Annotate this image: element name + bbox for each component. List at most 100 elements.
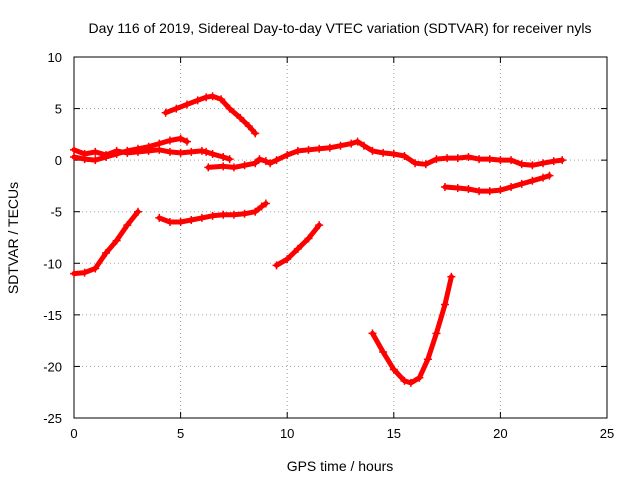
data-point — [225, 155, 234, 164]
data-point — [440, 300, 449, 309]
data-point — [257, 202, 266, 211]
data-point — [558, 156, 567, 165]
data-point — [229, 210, 238, 219]
data-point — [101, 153, 110, 162]
data-point — [432, 329, 441, 338]
y-axis-label: SDTVAR / TECUs — [5, 182, 21, 294]
data-point — [80, 155, 89, 164]
y-tick-label: 5 — [55, 102, 62, 117]
plot-frame — [73, 56, 608, 419]
data-point — [197, 146, 206, 155]
data-point — [272, 156, 281, 165]
data-point — [165, 136, 174, 145]
data-point — [219, 153, 228, 162]
data-point — [182, 100, 191, 109]
y-tick-label: 10 — [48, 50, 62, 65]
data-point — [528, 176, 537, 185]
data-point — [161, 108, 170, 117]
series-track-4 — [163, 93, 258, 136]
series-track-9 — [442, 173, 552, 194]
y-tick-label: -5 — [50, 205, 62, 220]
data-point — [193, 96, 202, 105]
data-point — [485, 155, 494, 164]
x-tick-label: 25 — [600, 426, 614, 441]
data-point — [400, 152, 409, 161]
data-point — [496, 156, 505, 165]
data-point — [464, 185, 473, 194]
data-point — [219, 210, 228, 219]
data-point — [70, 269, 78, 278]
data-point — [336, 141, 345, 150]
data-point — [251, 207, 260, 216]
data-point — [70, 153, 78, 162]
data-point — [240, 209, 249, 218]
series-track-3 — [205, 139, 565, 170]
data-point — [165, 147, 174, 156]
y-tick-label: -10 — [43, 256, 62, 271]
data-point — [133, 207, 142, 216]
data-point — [453, 154, 462, 163]
data-point — [112, 149, 121, 158]
data-point — [421, 160, 430, 169]
y-tick-label: -25 — [43, 411, 62, 426]
x-tick-label: 20 — [493, 426, 507, 441]
data-point — [217, 95, 226, 104]
data-point — [304, 234, 313, 243]
data-point — [266, 159, 275, 168]
axis-ticks: 0 5 10 15 20 25 -25 -20 -15 -10 -5 0 5 10 — [43, 50, 614, 441]
data-point — [261, 199, 270, 208]
data-point — [197, 213, 206, 222]
data-point — [485, 187, 494, 196]
y-tick-label: -20 — [43, 359, 62, 374]
data-point — [379, 347, 388, 356]
data-point — [368, 146, 377, 155]
data-point — [123, 146, 132, 155]
data-point — [528, 161, 537, 170]
grid-lines — [74, 57, 607, 418]
chart-title: Day 116 of 2019, Sidereal Day-to-day VTE… — [89, 20, 592, 36]
data-point — [379, 148, 388, 157]
data-point — [315, 144, 324, 153]
data-point — [261, 157, 270, 166]
data-point — [133, 144, 142, 153]
data-point — [91, 147, 100, 156]
data-point — [176, 218, 185, 227]
data-point — [208, 92, 217, 101]
data-point — [155, 213, 164, 222]
data-point — [447, 272, 456, 281]
data-point — [507, 182, 516, 191]
data-point — [80, 268, 89, 277]
x-tick-label: 5 — [177, 426, 184, 441]
y-tick-label: -15 — [43, 308, 62, 323]
data-point — [453, 183, 462, 192]
data-point — [251, 159, 260, 168]
data-point — [70, 145, 78, 154]
data-point — [208, 149, 217, 158]
data-point — [432, 155, 441, 164]
data-point — [176, 148, 185, 157]
data-point — [172, 104, 181, 113]
data-point — [91, 264, 100, 273]
data-point — [406, 378, 415, 387]
series-track-8 — [370, 274, 454, 386]
x-tick-label: 0 — [70, 426, 77, 441]
data-point — [225, 104, 234, 113]
data-point — [304, 145, 313, 154]
data-point — [359, 141, 368, 150]
data-point — [443, 154, 452, 163]
data-point — [283, 150, 292, 159]
data-point — [293, 244, 302, 253]
data-point — [440, 182, 449, 191]
data-point — [202, 147, 211, 156]
data-point — [464, 153, 473, 162]
data-point — [101, 248, 110, 257]
data-point — [411, 159, 420, 168]
x-tick-label: 10 — [280, 426, 294, 441]
data-point — [517, 179, 526, 188]
data-point — [187, 147, 196, 156]
data-point — [255, 155, 264, 164]
data-point — [315, 221, 324, 230]
data-point — [475, 187, 484, 196]
data-point — [204, 163, 213, 172]
x-tick-label: 15 — [387, 426, 401, 441]
